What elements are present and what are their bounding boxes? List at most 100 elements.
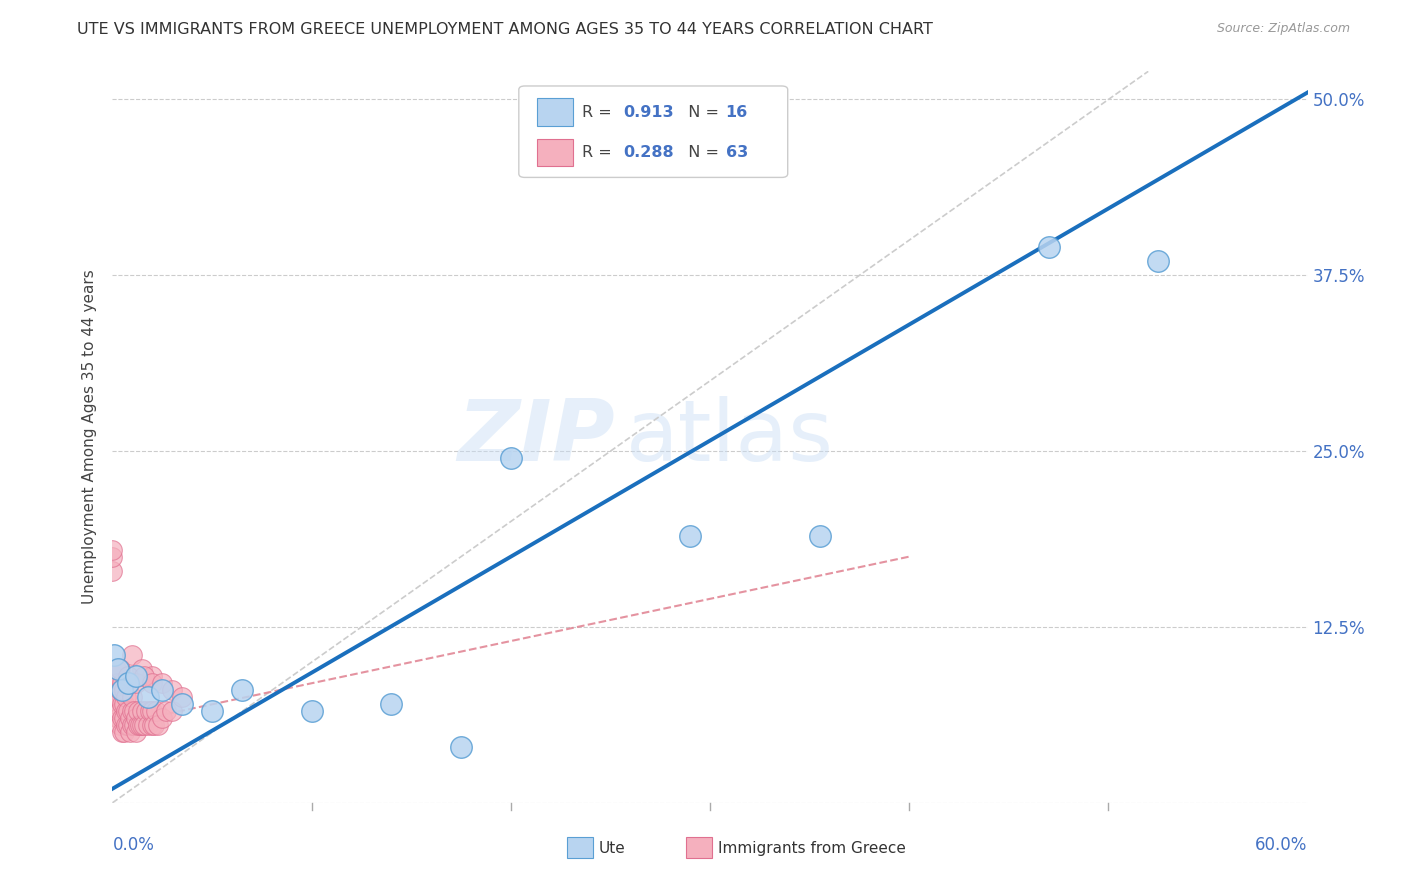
Text: N =: N = <box>678 105 724 120</box>
Point <box>131 705 153 719</box>
Text: 0.0%: 0.0% <box>112 836 155 854</box>
Point <box>135 705 157 719</box>
Point <box>141 669 163 683</box>
Point <box>141 676 163 690</box>
Point <box>121 705 143 719</box>
Point <box>150 676 173 690</box>
FancyBboxPatch shape <box>686 838 713 858</box>
Text: UTE VS IMMIGRANTS FROM GREECE UNEMPLOYMENT AMONG AGES 35 TO 44 YEARS CORRELATION: UTE VS IMMIGRANTS FROM GREECE UNEMPLOYME… <box>77 22 934 37</box>
Point <box>114 711 135 725</box>
Point <box>143 718 166 732</box>
FancyBboxPatch shape <box>537 98 572 127</box>
Point <box>107 676 129 690</box>
Point <box>110 662 132 676</box>
Text: Immigrants from Greece: Immigrants from Greece <box>718 841 907 856</box>
Point <box>139 705 162 719</box>
Point <box>105 662 128 676</box>
Text: 63: 63 <box>725 145 748 160</box>
Point <box>162 705 183 719</box>
Point <box>110 718 132 732</box>
Point <box>808 528 831 542</box>
Text: atlas: atlas <box>627 395 834 479</box>
Point <box>117 718 139 732</box>
Point <box>450 739 472 754</box>
Text: R =: R = <box>582 105 617 120</box>
Point <box>101 564 124 578</box>
Point <box>124 718 146 732</box>
Point <box>131 662 153 676</box>
Point <box>141 718 163 732</box>
Point <box>125 711 148 725</box>
Point <box>114 725 135 739</box>
Point <box>111 683 134 698</box>
Point <box>111 676 134 690</box>
Point <box>125 676 148 690</box>
Point <box>103 648 125 662</box>
Text: 16: 16 <box>725 105 748 120</box>
Point <box>134 669 156 683</box>
Point <box>127 705 149 719</box>
Point <box>155 705 177 719</box>
Point <box>115 690 138 705</box>
Point <box>107 662 129 676</box>
Point <box>301 705 323 719</box>
Point <box>201 705 224 719</box>
Point <box>1147 254 1170 268</box>
Text: 60.0%: 60.0% <box>1256 836 1308 854</box>
FancyBboxPatch shape <box>567 838 593 858</box>
Point <box>111 698 134 712</box>
Point <box>117 705 139 719</box>
Point <box>107 690 129 705</box>
Point <box>162 683 183 698</box>
Point <box>117 676 139 690</box>
Point <box>120 725 142 739</box>
Text: R =: R = <box>582 145 617 160</box>
FancyBboxPatch shape <box>519 86 787 178</box>
Text: 0.913: 0.913 <box>623 105 673 120</box>
Point <box>172 690 194 705</box>
Point <box>120 711 142 725</box>
Point <box>148 718 170 732</box>
Point <box>141 705 163 719</box>
Point <box>103 683 125 698</box>
FancyBboxPatch shape <box>537 138 572 167</box>
Point <box>131 718 153 732</box>
Point <box>105 698 128 712</box>
Point <box>1038 240 1060 254</box>
Text: ZIP: ZIP <box>457 395 614 479</box>
Point <box>134 718 156 732</box>
Point <box>231 683 253 698</box>
Point <box>121 690 143 705</box>
Point <box>150 711 173 725</box>
Point <box>679 528 702 542</box>
Point <box>127 718 149 732</box>
Point <box>110 705 132 719</box>
Point <box>105 676 128 690</box>
Point <box>150 683 173 698</box>
Point <box>115 718 138 732</box>
Text: Ute: Ute <box>599 841 626 856</box>
Point <box>124 705 146 719</box>
Point <box>121 718 143 732</box>
Point <box>115 705 138 719</box>
Text: 0.288: 0.288 <box>623 145 673 160</box>
Y-axis label: Unemployment Among Ages 35 to 44 years: Unemployment Among Ages 35 to 44 years <box>82 269 97 605</box>
Point <box>114 698 135 712</box>
Point <box>114 683 135 698</box>
Point <box>125 725 148 739</box>
Point <box>101 549 124 564</box>
Point <box>101 542 124 557</box>
Point <box>145 705 167 719</box>
Point <box>380 698 402 712</box>
Point <box>111 711 134 725</box>
Point <box>103 669 125 683</box>
Point <box>499 451 522 466</box>
Point <box>172 698 194 712</box>
Point <box>117 669 139 683</box>
Point <box>129 718 152 732</box>
Text: N =: N = <box>678 145 724 160</box>
Point <box>125 669 148 683</box>
Point <box>111 725 134 739</box>
Text: Source: ZipAtlas.com: Source: ZipAtlas.com <box>1216 22 1350 36</box>
Point <box>138 690 160 705</box>
